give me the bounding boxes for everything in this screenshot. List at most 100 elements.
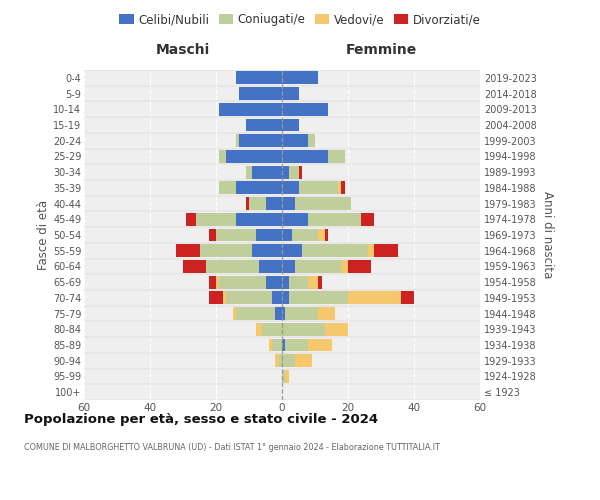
Bar [282, 228, 292, 241]
Bar [282, 354, 295, 367]
Bar [282, 166, 289, 178]
Bar [282, 118, 299, 132]
Bar [325, 228, 328, 241]
Bar [265, 276, 282, 288]
Bar [176, 244, 199, 257]
Bar [262, 323, 282, 336]
Bar [239, 87, 282, 100]
Bar [209, 276, 216, 288]
Bar [319, 228, 325, 241]
Bar [278, 354, 282, 367]
Bar [328, 150, 344, 163]
Y-axis label: Fasce di età: Fasce di età [37, 200, 50, 270]
Bar [220, 276, 265, 288]
Bar [236, 182, 282, 194]
Bar [220, 150, 226, 163]
Bar [286, 338, 308, 351]
Bar [302, 244, 368, 257]
Text: Popolazione per età, sesso e stato civile - 2024: Popolazione per età, sesso e stato civil… [24, 412, 378, 426]
Bar [256, 323, 262, 336]
Bar [282, 197, 295, 210]
Bar [299, 166, 302, 178]
Bar [236, 213, 282, 226]
Bar [199, 244, 253, 257]
Bar [361, 213, 374, 226]
Bar [233, 307, 236, 320]
Bar [348, 260, 371, 273]
Bar [223, 292, 226, 304]
Bar [282, 260, 295, 273]
Y-axis label: Anni di nascita: Anni di nascita [541, 192, 554, 278]
Bar [292, 228, 318, 241]
Bar [295, 260, 341, 273]
Bar [282, 213, 308, 226]
Bar [206, 260, 259, 273]
Bar [295, 197, 351, 210]
Bar [209, 292, 223, 304]
Bar [282, 103, 328, 116]
Bar [269, 338, 272, 351]
Bar [348, 292, 401, 304]
Bar [196, 213, 236, 226]
Bar [308, 134, 315, 147]
Bar [209, 228, 216, 241]
Bar [220, 103, 282, 116]
Bar [295, 354, 312, 367]
Bar [368, 244, 374, 257]
Bar [282, 307, 286, 320]
Bar [282, 370, 286, 383]
Bar [259, 260, 282, 273]
Bar [282, 150, 328, 163]
Bar [308, 276, 318, 288]
Bar [246, 118, 282, 132]
Bar [282, 72, 319, 85]
Bar [183, 260, 206, 273]
Bar [186, 213, 196, 226]
Bar [253, 244, 282, 257]
Bar [401, 292, 414, 304]
Bar [275, 307, 282, 320]
Bar [308, 213, 361, 226]
Bar [253, 166, 282, 178]
Bar [338, 182, 341, 194]
Bar [272, 338, 282, 351]
Bar [286, 370, 289, 383]
Bar [299, 182, 338, 194]
Bar [216, 276, 220, 288]
Bar [282, 244, 302, 257]
Bar [282, 292, 289, 304]
Bar [282, 338, 286, 351]
Bar [246, 166, 253, 178]
Bar [226, 292, 272, 304]
Bar [282, 134, 308, 147]
Bar [246, 197, 249, 210]
Bar [236, 134, 239, 147]
Bar [282, 87, 299, 100]
Text: Femmine: Femmine [346, 44, 416, 58]
Bar [272, 292, 282, 304]
Bar [275, 354, 278, 367]
Bar [374, 244, 398, 257]
Bar [236, 307, 275, 320]
Bar [256, 228, 282, 241]
Bar [220, 182, 236, 194]
Bar [282, 182, 299, 194]
Bar [282, 276, 289, 288]
Bar [282, 323, 325, 336]
Legend: Celibi/Nubili, Coniugati/e, Vedovi/e, Divorziati/e: Celibi/Nubili, Coniugati/e, Vedovi/e, Di… [115, 8, 485, 31]
Text: COMUNE DI MALBORGHETTO VALBRUNA (UD) - Dati ISTAT 1° gennaio 2024 - Elaborazione: COMUNE DI MALBORGHETTO VALBRUNA (UD) - D… [24, 442, 440, 452]
Text: Maschi: Maschi [156, 44, 210, 58]
Bar [226, 150, 282, 163]
Bar [308, 338, 331, 351]
Bar [289, 292, 348, 304]
Bar [216, 228, 256, 241]
Bar [319, 276, 322, 288]
Bar [286, 307, 319, 320]
Bar [289, 166, 299, 178]
Bar [239, 134, 282, 147]
Bar [325, 323, 348, 336]
Bar [341, 182, 344, 194]
Bar [341, 260, 348, 273]
Bar [236, 72, 282, 85]
Bar [265, 197, 282, 210]
